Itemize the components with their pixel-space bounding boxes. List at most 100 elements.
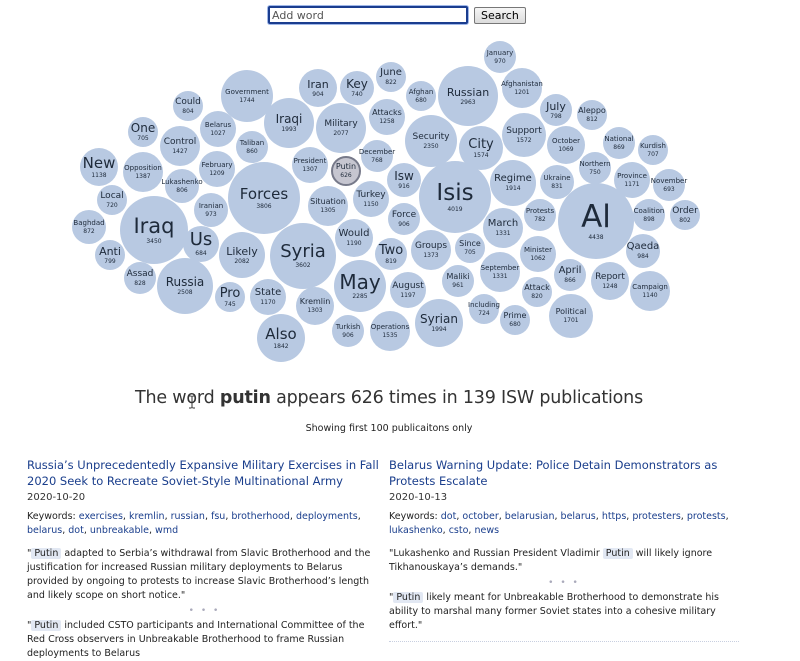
word-bubble-april[interactable]: April 866 — [554, 259, 586, 291]
word-bubble-control[interactable]: Control 1427 — [160, 126, 200, 166]
word-bubble-northern[interactable]: Northern 750 — [579, 152, 611, 184]
word-bubble-campaign[interactable]: Campaign 1140 — [630, 271, 670, 311]
keyword-link[interactable]: exercises — [78, 511, 123, 522]
word-bubble-november[interactable]: November 693 — [651, 169, 687, 201]
keyword-link[interactable]: dot — [68, 525, 84, 536]
word-bubble-protests[interactable]: Protests 782 — [524, 199, 556, 231]
word-bubble-forces[interactable]: Forces 3806 — [228, 162, 300, 234]
keyword-link[interactable]: lukashenko — [389, 525, 443, 536]
word-bubble-iraq[interactable]: Iraq 3450 — [120, 196, 188, 264]
word-bubble-prime[interactable]: Prime 680 — [500, 305, 530, 335]
word-bubble-belarus[interactable]: Belarus 1027 — [200, 111, 236, 147]
word-bubble-security[interactable]: Security 2350 — [405, 115, 457, 167]
word-bubble-kremlin[interactable]: Kremlin 1303 — [296, 287, 334, 325]
word-bubble-turkish[interactable]: Turkish 906 — [332, 315, 364, 347]
word-bubble-iranian[interactable]: Iranian 973 — [194, 193, 228, 227]
keyword-link[interactable]: belarusian — [504, 511, 555, 522]
word-bubble-situation[interactable]: Situation 1305 — [308, 186, 348, 226]
word-bubble-baghdad[interactable]: Baghdad 872 — [72, 210, 106, 244]
keyword-link[interactable]: deployments — [295, 511, 358, 522]
word-bubble-afghan[interactable]: Afghan 680 — [406, 81, 436, 111]
word-bubble-december[interactable]: December 768 — [359, 140, 395, 172]
word-bubble-pro[interactable]: Pro 745 — [215, 282, 245, 312]
word-bubble-new[interactable]: New 1138 — [80, 148, 118, 186]
word-bubble-russian[interactable]: Russian 2963 — [438, 66, 498, 126]
word-bubble-minister[interactable]: Minister 1062 — [520, 236, 556, 272]
word-bubble-us[interactable]: Us 684 — [183, 226, 219, 262]
word-bubble-taliban[interactable]: Taliban 860 — [236, 131, 268, 163]
keyword-link[interactable]: october — [462, 511, 499, 522]
word-bubble-attack[interactable]: Attack 820 — [522, 277, 552, 307]
keyword-link[interactable]: protesters — [632, 511, 681, 522]
keyword-link[interactable]: russian — [170, 511, 205, 522]
keyword-link[interactable]: dot — [440, 511, 457, 522]
word-bubble-maliki[interactable]: Maliki 961 — [442, 265, 474, 297]
word-bubble-support[interactable]: Support 1572 — [502, 113, 546, 157]
word-bubble-also[interactable]: Also 1842 — [257, 314, 305, 362]
word-bubble-isw[interactable]: Isw 916 — [387, 163, 421, 197]
word-bubble-february[interactable]: February 1209 — [199, 151, 235, 187]
word-bubble-operations[interactable]: Operations 1535 — [370, 311, 410, 351]
word-bubble-military[interactable]: Military 2077 — [316, 103, 366, 153]
word-bubble-assad[interactable]: Assad 828 — [124, 262, 156, 294]
word-bubble-order[interactable]: Order 802 — [670, 200, 700, 230]
word-bubble-june[interactable]: June 822 — [376, 62, 406, 92]
word-bubble-groups[interactable]: Groups 1373 — [411, 230, 451, 270]
word-bubble-local[interactable]: Local 720 — [97, 185, 127, 215]
word-bubble-political[interactable]: Political 1701 — [549, 294, 593, 338]
keyword-link[interactable]: kremlin — [128, 511, 165, 522]
word-bubble-report[interactable]: Report 1248 — [591, 262, 629, 300]
keyword-link[interactable]: brotherhood — [231, 511, 290, 522]
word-bubble-national[interactable]: National 869 — [603, 127, 635, 159]
word-bubble-key[interactable]: Key 740 — [340, 71, 374, 105]
word-bubble-since[interactable]: Since 705 — [455, 233, 485, 263]
word-bubble-opposition[interactable]: Opposition 1387 — [123, 152, 163, 192]
keyword-link[interactable]: protests — [686, 511, 726, 522]
keyword-link[interactable]: belarus — [27, 525, 63, 536]
keyword-link[interactable]: unbreakable — [89, 525, 149, 536]
word-bubble-government[interactable]: Government 1744 — [221, 70, 273, 122]
word-bubble-isis[interactable]: Isis 4019 — [419, 161, 491, 233]
word-bubble-force[interactable]: Force 906 — [388, 203, 420, 235]
word-bubble-kurdish[interactable]: Kurdish 707 — [638, 135, 668, 165]
word-bubble-two[interactable]: Two 819 — [375, 238, 407, 270]
word-bubble-aleppo[interactable]: Aleppo 812 — [577, 100, 607, 130]
word-bubble-september[interactable]: September 1331 — [480, 252, 520, 292]
word-bubble-coalition[interactable]: Coalition 898 — [633, 199, 665, 231]
word-bubble-may[interactable]: May 2285 — [334, 260, 386, 312]
keyword-link[interactable]: fsu — [210, 511, 226, 522]
word-bubble-putin[interactable]: Putin 626 — [331, 156, 361, 186]
search-button[interactable]: Search — [474, 6, 526, 24]
keyword-link[interactable]: https — [601, 511, 627, 522]
word-bubble-lukashenko[interactable]: Lukashenko 806 — [161, 169, 203, 203]
word-bubble-afghanistan[interactable]: Afghanistan 1201 — [501, 68, 543, 108]
keyword-link[interactable]: csto — [448, 525, 469, 536]
word-bubble-syrian[interactable]: Syrian 1994 — [415, 299, 463, 347]
word-bubble-likely[interactable]: Likely 2082 — [219, 232, 265, 278]
word-bubble-syria[interactable]: Syria 3602 — [270, 223, 336, 289]
word-bubble-qaeda[interactable]: Qaeda 984 — [626, 234, 660, 268]
word-bubble-would[interactable]: Would 1190 — [335, 219, 373, 257]
word-bubble-russia[interactable]: Russia 2508 — [157, 258, 213, 314]
word-bubble-attacks[interactable]: Attacks 1258 — [369, 99, 405, 135]
word-bubble-one[interactable]: One 705 — [128, 117, 158, 147]
word-bubble-iran[interactable]: Iran 904 — [299, 69, 337, 107]
word-bubble-august[interactable]: August 1197 — [390, 272, 426, 308]
word-bubble-state[interactable]: State 1170 — [250, 279, 286, 315]
keyword-link[interactable]: belarus — [560, 511, 596, 522]
word-bubble-july[interactable]: July 798 — [540, 94, 572, 126]
publication-title-link[interactable]: Russia’s Unprecedentedly Expansive Milit… — [27, 458, 379, 488]
keyword-link[interactable]: news — [474, 525, 500, 536]
word-bubble-anti[interactable]: Anti 799 — [95, 240, 125, 270]
keyword-link[interactable]: wmd — [155, 525, 179, 536]
search-input[interactable] — [268, 6, 468, 24]
word-bubble-october[interactable]: October 1069 — [547, 126, 585, 164]
publication-title-link[interactable]: Belarus Warning Update: Police Detain De… — [389, 458, 718, 488]
word-bubble-could[interactable]: Could 804 — [173, 91, 203, 121]
word-bubble-iraqi[interactable]: Iraqi 1993 — [264, 98, 314, 148]
word-bubble-january[interactable]: January 970 — [484, 41, 516, 73]
word-bubble-president[interactable]: President 1307 — [292, 147, 328, 183]
word-bubble-including[interactable]: Including 724 — [468, 294, 500, 324]
word-bubble-al[interactable]: Al 4438 — [558, 183, 634, 259]
word-bubble-regime[interactable]: Regime 1914 — [490, 160, 536, 206]
